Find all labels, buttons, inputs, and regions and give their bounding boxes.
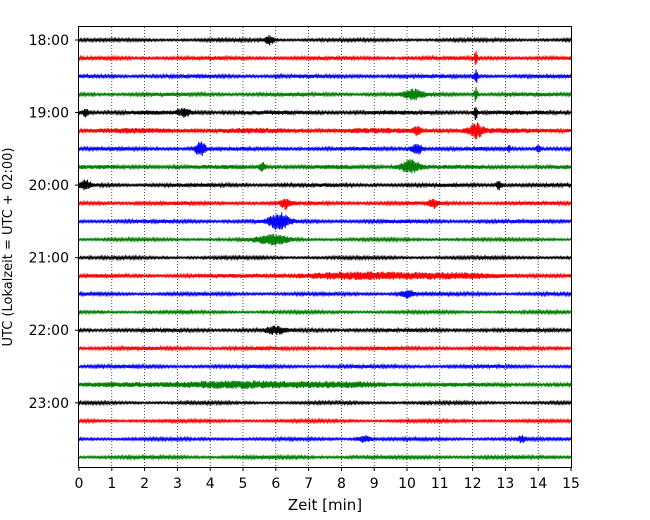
trace-2030 (78, 212, 572, 230)
trace-2245 (78, 380, 572, 390)
x-tick-label: 13 (496, 476, 514, 492)
x-tick-label: 3 (173, 476, 182, 492)
trace-2000 (78, 179, 572, 191)
x-axis-ticks: 0 1 2 3 4 5 6 7 8 9 10 11 12 13 14 15 (75, 467, 580, 492)
trace-2100 (78, 254, 572, 262)
y-tick-label: 19:00 (29, 106, 69, 122)
trace-2045 (78, 233, 572, 246)
x-tick-label: 2 (140, 476, 149, 492)
x-tick-label: 9 (370, 476, 379, 492)
y-axis-label: UTC (Lokalzeit = UTC + 02:00) (1, 148, 16, 347)
x-tick-label: 11 (431, 476, 449, 492)
trace-2330 (78, 435, 572, 444)
trace-2345 (78, 453, 572, 461)
trace-1845 (78, 86, 572, 102)
x-tick-label: 7 (304, 476, 313, 492)
trace-2230 (78, 363, 572, 371)
trace-2215 (78, 344, 572, 352)
x-tick-label: 14 (529, 476, 547, 492)
plot-frame (78, 26, 572, 468)
y-tick-label: 18:00 (29, 33, 69, 49)
y-tick-label: 21:00 (29, 251, 69, 267)
trace-1900 (78, 106, 572, 121)
x-tick-label: 15 (562, 476, 580, 492)
x-tick-label: 6 (271, 476, 280, 492)
seismic-traces (78, 35, 572, 461)
trace-2115 (78, 271, 572, 281)
trace-2300 (78, 399, 572, 407)
x-tick-label: 4 (206, 476, 215, 492)
x-tick-label: 1 (107, 476, 116, 492)
x-tick-label: 8 (337, 476, 346, 492)
trace-1945 (78, 159, 572, 174)
y-tick-label: 22:00 (29, 323, 69, 339)
trace-2315 (78, 417, 572, 425)
trace-1930 (78, 141, 572, 157)
trace-2200 (78, 325, 572, 335)
x-tick-label: 5 (239, 476, 248, 492)
trace-2015 (78, 198, 572, 211)
x-axis-label: Zeit [min] (288, 496, 362, 514)
x-tick-label: 0 (75, 476, 84, 492)
trace-2130 (78, 289, 572, 299)
trace-1830 (78, 69, 572, 83)
y-axis-ticks: 18:00 19:00 20:00 21:00 22:00 23:00 (29, 33, 79, 412)
trace-1800 (78, 35, 572, 46)
trace-1915 (78, 122, 572, 140)
x-tick-label: 10 (398, 476, 416, 492)
x-tick-label: 12 (464, 476, 482, 492)
trace-2145 (78, 308, 572, 316)
trace-1815 (78, 51, 572, 66)
x-gridlines (111, 27, 539, 467)
y-tick-label: 20:00 (29, 178, 69, 194)
y-tick-label: 23:00 (29, 396, 69, 412)
